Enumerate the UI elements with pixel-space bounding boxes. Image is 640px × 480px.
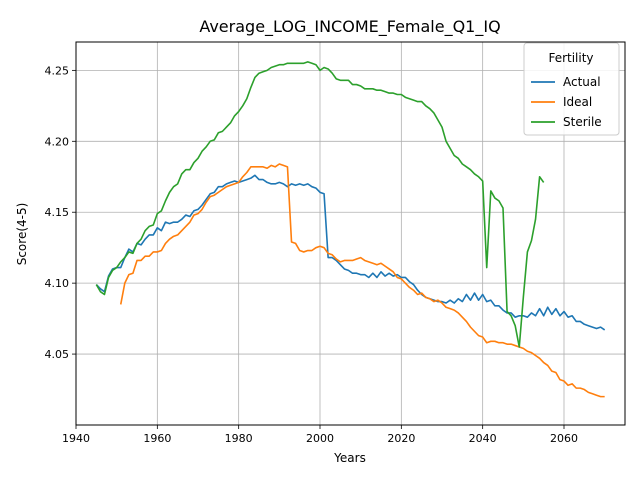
legend-entries: Actual Ideal Sterile (531, 75, 602, 129)
x-tick-label: 1980 (225, 432, 253, 445)
y-tick-label: 4.15 (45, 206, 70, 219)
x-tick-label: 2000 (306, 432, 334, 445)
legend-label-sterile: Sterile (563, 115, 602, 129)
x-tick-label: 1960 (143, 432, 171, 445)
legend-box (523, 42, 620, 136)
legend-title: Fertility (548, 51, 593, 65)
legend: Fertility Actual Ideal Sterile (523, 42, 620, 136)
axis-ticks: 1940 1960 1980 2000 2020 2040 2060 4.05 4.10 4.15… (45, 64, 579, 445)
x-axis-label: Years (333, 451, 366, 465)
series-line-ideal (119, 163, 605, 398)
x-tick-label: 2040 (469, 432, 497, 445)
chart-title: Average_LOG_INCOME_Female_Q1_IQ (199, 17, 500, 37)
y-axis-label: Score(4-5) (15, 203, 29, 266)
series-line-sterile (95, 61, 545, 348)
series-lines (95, 61, 606, 398)
x-tick-label: 2060 (550, 432, 578, 445)
y-tick-label: 4.25 (45, 64, 70, 77)
y-tick-label: 4.05 (45, 348, 70, 361)
y-tick-label: 4.10 (45, 277, 70, 290)
legend-label-actual: Actual (563, 75, 601, 89)
grid (75, 42, 625, 425)
legend-label-ideal: Ideal (563, 95, 592, 109)
plot-frame (75, 41, 626, 426)
x-tick-label: 2020 (387, 432, 415, 445)
series-line-actual (95, 174, 606, 331)
y-tick-label: 4.20 (45, 135, 70, 148)
x-tick-label: 1940 (62, 432, 90, 445)
